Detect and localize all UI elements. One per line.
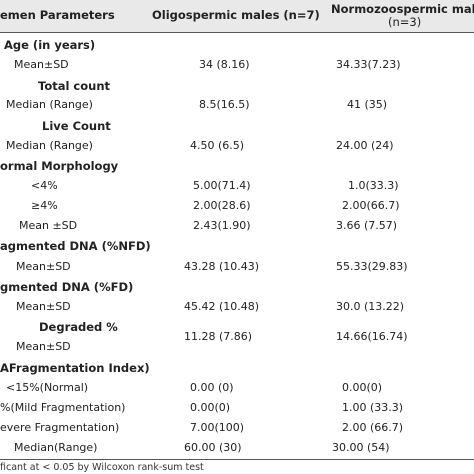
header-parameters: emen Parameters — [0, 8, 115, 22]
normozoospermic-value: 30.00 (54) — [332, 441, 390, 454]
normozoospermic-value: 41 (35) — [347, 98, 388, 111]
row-label: Total count — [38, 79, 111, 93]
row-label: evere Fragmentation) — [0, 421, 120, 434]
oligospermic-value: 45.42 (10.48) — [184, 300, 260, 313]
normozoospermic-value: 55.33(29.83) — [336, 260, 408, 273]
normozoospermic-value: 3.66 (7.57) — [336, 219, 398, 232]
row-label: Mean ±SD — [19, 219, 78, 232]
oligospermic-value: 4.50 (6.5) — [190, 139, 245, 152]
normozoospermic-value: 2.00(66.7) — [342, 199, 400, 212]
row-label: Mean±SD — [16, 300, 71, 313]
header-normozoospermic: Normozoospermic males — [331, 2, 474, 16]
oligospermic-value: 34 (8.16) — [199, 58, 250, 71]
row-label: Live Count — [42, 119, 111, 133]
oligospermic-value: 0.00 (0) — [190, 381, 234, 394]
row-label: <15%(Normal) — [6, 381, 89, 394]
normozoospermic-value: 1.00 (33.3) — [342, 401, 404, 414]
normozoospermic-value: 34.33(7.23) — [336, 58, 401, 71]
normozoospermic-value: 14.66(16.74) — [336, 330, 408, 343]
row-label: gmented DNA (%FD) — [0, 280, 134, 294]
row-label: Mean±SD — [14, 58, 69, 71]
oligospermic-value: 8.5(16.5) — [199, 98, 250, 111]
row-label: ≥4% — [31, 199, 58, 212]
header-divider — [0, 32, 474, 33]
normozoospermic-value: 2.00 (66.7) — [342, 421, 404, 434]
oligospermic-value: 60.00 (30) — [184, 441, 242, 454]
oligospermic-value: 43.28 (10.43) — [184, 260, 260, 273]
row-label: Mean±SD — [16, 260, 71, 273]
row-label: Median (Range) — [6, 98, 93, 111]
table-footnote: ficant at < 0.05 by Wilcoxon rank-sum te… — [0, 462, 204, 473]
header-oligospermic: Oligospermic males (n=7) — [152, 8, 320, 22]
row-label: %(Mild Fragmentation) — [0, 401, 126, 414]
oligospermic-value: 7.00(100) — [190, 421, 245, 434]
oligospermic-value: 2.43(1.90) — [193, 219, 251, 232]
header-normozoospermic-n: (n=3) — [388, 15, 422, 29]
oligospermic-value: 2.00(28.6) — [193, 199, 251, 212]
normozoospermic-value: 1.0(33.3) — [348, 179, 399, 192]
table-bottom-rule — [0, 459, 474, 460]
row-label: ormal Morphology — [0, 159, 119, 173]
row-label: Mean±SD — [16, 340, 71, 353]
row-label: agmented DNA (%NFD) — [0, 239, 151, 253]
row-label: Degraded % — [39, 320, 118, 334]
oligospermic-value: 5.00(71.4) — [193, 179, 251, 192]
row-label: Age (in years) — [4, 38, 96, 52]
table-header — [0, 0, 474, 32]
oligospermic-value: 0.00(0) — [190, 401, 231, 414]
row-label: Median(Range) — [14, 441, 98, 454]
row-label: <4% — [31, 179, 58, 192]
normozoospermic-value: 30.0 (13.22) — [336, 300, 405, 313]
normozoospermic-value: 0.00(0) — [342, 381, 383, 394]
normozoospermic-value: 24.00 (24) — [336, 139, 394, 152]
row-label: Median (Range) — [6, 139, 93, 152]
row-label: AFragmentation Index) — [0, 361, 150, 375]
oligospermic-value: 11.28 (7.86) — [184, 330, 253, 343]
